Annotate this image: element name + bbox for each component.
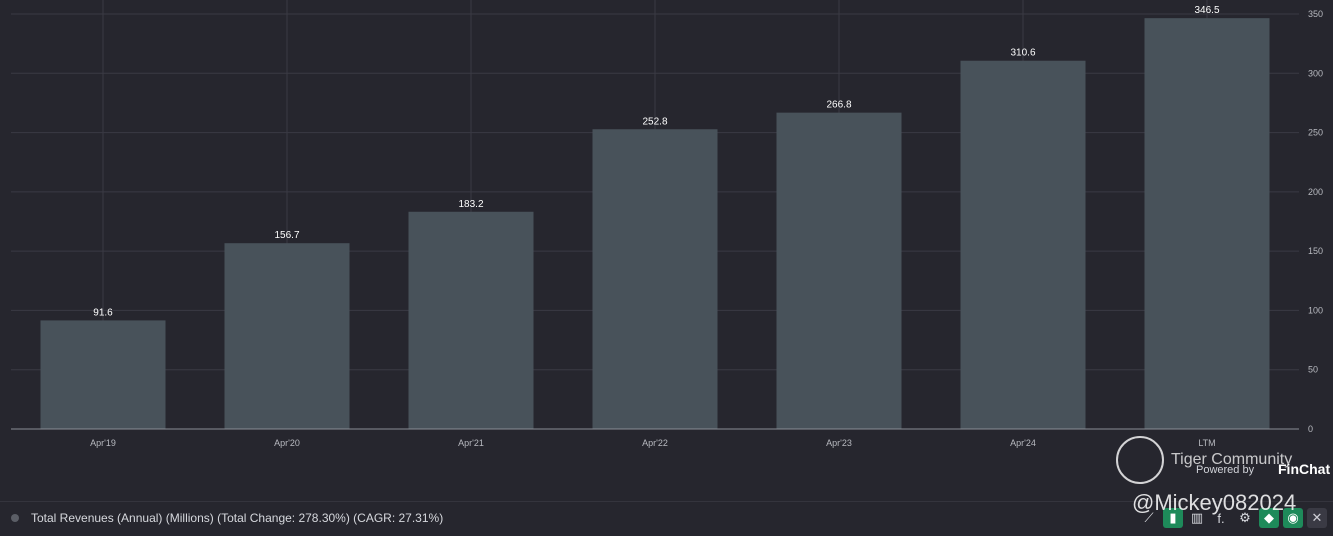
bar-value-label: 91.6 (93, 307, 113, 318)
eye-icon[interactable]: ◉ (1283, 508, 1303, 528)
watermark: Tiger Community Powered by FinChat (1116, 436, 1331, 486)
y-tick-label: 300 (1308, 68, 1323, 78)
x-tick-label: Apr'21 (458, 438, 484, 448)
tiger-logo-icon (1116, 436, 1164, 484)
bars (40, 18, 1270, 430)
y-tick-label: 250 (1308, 128, 1323, 138)
y-tick-label: 350 (1308, 9, 1323, 19)
bar (776, 112, 902, 429)
revenue-bar-chart: 0 50 100 150 200 250 300 350 91.6 Apr'19 156.7 Apr'… (11, 0, 1323, 448)
y-tick-label: 200 (1308, 187, 1323, 197)
bar (40, 320, 166, 429)
bar (224, 243, 350, 429)
x-tick-label: Apr'23 (826, 438, 852, 448)
chart-toolbar: ⟋ ▮ ▥ f. ⚙ ◆ ◉ ✕ (1139, 508, 1327, 528)
tag-icon[interactable]: ◆ (1259, 508, 1279, 528)
y-tick-label: 150 (1308, 246, 1323, 256)
text-icon[interactable]: f. (1217, 510, 1225, 526)
finchat-logo: FinChat (1278, 461, 1331, 477)
bar-value-label: 156.7 (274, 230, 299, 241)
bar-chart-icon[interactable]: ▮ (1163, 508, 1183, 528)
bar-value-label: 183.2 (458, 199, 483, 210)
user-handle: @Mickey082024 (1132, 490, 1297, 515)
bar-value-label: 252.8 (642, 116, 667, 127)
line-chart-icon[interactable]: ⟋ (1144, 510, 1154, 525)
bar (592, 129, 718, 429)
watermark-title: Tiger Community (1171, 451, 1293, 468)
x-tick-label: Apr'24 (1010, 438, 1036, 448)
bar (1144, 18, 1270, 430)
x-tick-label: Apr'22 (642, 438, 668, 448)
column-chart-icon[interactable]: ▥ (1190, 510, 1204, 525)
powered-by-text: Powered by (1196, 464, 1255, 476)
axes: 0 50 100 150 200 250 300 350 91.6 Apr'19 156.7 Apr'… (11, 5, 1323, 448)
legend-series-marker[interactable] (11, 514, 19, 522)
y-tick-label: 100 (1308, 305, 1323, 315)
y-tick-label: 50 (1308, 365, 1318, 375)
bar-value-label: 310.6 (1010, 48, 1035, 59)
bar (408, 211, 534, 429)
x-tick-label: Apr'19 (90, 438, 116, 448)
close-icon[interactable]: ✕ (1307, 508, 1327, 528)
bar (960, 60, 1086, 430)
x-tick-label: LTM (1198, 438, 1215, 448)
bar-value-label: 266.8 (826, 100, 851, 111)
gear-icon[interactable]: ⚙ (1239, 510, 1251, 525)
legend-series-label[interactable]: Total Revenues (Annual) (Millions) (Tota… (31, 511, 444, 525)
x-tick-label: Apr'20 (274, 438, 300, 448)
legend-bar: Total Revenues (Annual) (Millions) (Tota… (0, 501, 1333, 536)
y-tick-label: 0 (1308, 424, 1313, 434)
bar-value-label: 346.5 (1194, 5, 1219, 16)
